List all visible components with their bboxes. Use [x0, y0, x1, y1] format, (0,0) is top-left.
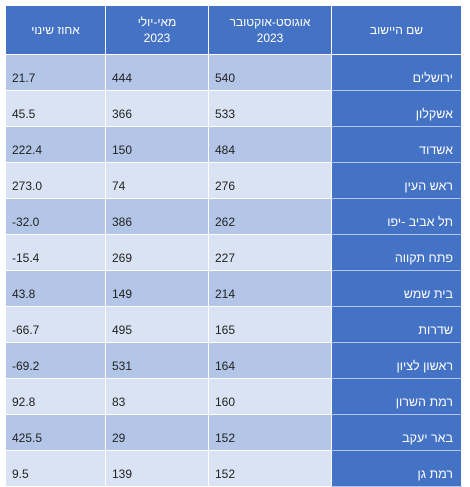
may-jul-value-cell: 150 — [105, 126, 209, 163]
settlement-name-cell: ירושלים — [331, 54, 462, 91]
aug-oct-value-cell: 227 — [208, 234, 332, 271]
settlement-name-cell: פתח תקווה — [331, 234, 462, 271]
aug-oct-value-cell: 165 — [208, 306, 332, 343]
percent-change-cell: -15.4 — [5, 234, 106, 271]
settlement-name-cell: ראשון לציון — [331, 342, 462, 379]
percent-change-cell: 9.5 — [5, 450, 106, 487]
table-body: ירושלים 540 444 21.7 אשקלון 533 366 45.5 אשדוד 48… — [5, 54, 462, 487]
table-row: אשקלון 533 366 45.5 — [5, 90, 462, 127]
percent-change-cell: 425.5 — [5, 414, 106, 451]
percent-change-cell: 21.7 — [5, 54, 106, 91]
table-row: פתח תקווה 227 269 -15.4 — [5, 234, 462, 271]
settlement-name-cell: רמת גן — [331, 450, 462, 487]
data-table-container: שם היישוב אוגוסט-אוקטובר 2023 מאי-יולי 2… — [5, 5, 462, 487]
table-row: תל אביב -יפו 262 386 -32.0 — [5, 198, 462, 235]
aug-oct-value-cell: 152 — [208, 450, 332, 487]
percent-change-cell: 273.0 — [5, 162, 106, 199]
may-jul-value-cell: 386 — [105, 198, 209, 235]
header-may-jul-2023: מאי-יולי 2023 — [105, 5, 209, 55]
may-jul-value-cell: 29 — [105, 414, 209, 451]
settlement-name-cell: אשדוד — [331, 126, 462, 163]
may-jul-value-cell: 83 — [105, 378, 209, 415]
aug-oct-value-cell: 160 — [208, 378, 332, 415]
table-header: שם היישוב אוגוסט-אוקטובר 2023 מאי-יולי 2… — [5, 5, 462, 55]
aug-oct-value-cell: 276 — [208, 162, 332, 199]
settlement-comparison-table: שם היישוב אוגוסט-אוקטובר 2023 מאי-יולי 2… — [5, 5, 462, 487]
aug-oct-value-cell: 484 — [208, 126, 332, 163]
table-row: רמת גן 152 139 9.5 — [5, 450, 462, 487]
percent-change-cell: 45.5 — [5, 90, 106, 127]
table-row: ראש העין 276 74 273.0 — [5, 162, 462, 199]
table-row: ירושלים 540 444 21.7 — [5, 54, 462, 91]
percent-change-cell: 43.8 — [5, 270, 106, 307]
may-jul-value-cell: 74 — [105, 162, 209, 199]
percent-change-cell: 222.4 — [5, 126, 106, 163]
percent-change-cell: 92.8 — [5, 378, 106, 415]
table-row: ראשון לציון 164 531 -69.2 — [5, 342, 462, 379]
aug-oct-value-cell: 164 — [208, 342, 332, 379]
may-jul-value-cell: 149 — [105, 270, 209, 307]
table-row: באר יעקב 152 29 425.5 — [5, 414, 462, 451]
header-aug-oct-2023: אוגוסט-אוקטובר 2023 — [208, 5, 332, 55]
header-percent-change: אחוז שינוי — [5, 5, 106, 55]
may-jul-value-cell: 139 — [105, 450, 209, 487]
aug-oct-value-cell: 262 — [208, 198, 332, 235]
may-jul-value-cell: 269 — [105, 234, 209, 271]
settlement-name-cell: ראש העין — [331, 162, 462, 199]
aug-oct-value-cell: 214 — [208, 270, 332, 307]
aug-oct-value-cell: 533 — [208, 90, 332, 127]
may-jul-value-cell: 531 — [105, 342, 209, 379]
percent-change-cell: -32.0 — [5, 198, 106, 235]
table-row: אשדוד 484 150 222.4 — [5, 126, 462, 163]
header-settlement-name: שם היישוב — [331, 5, 462, 55]
table-row: שדרות 165 495 -66.7 — [5, 306, 462, 343]
may-jul-value-cell: 366 — [105, 90, 209, 127]
settlement-name-cell: אשקלון — [331, 90, 462, 127]
aug-oct-value-cell: 152 — [208, 414, 332, 451]
settlement-name-cell: שדרות — [331, 306, 462, 343]
may-jul-value-cell: 444 — [105, 54, 209, 91]
percent-change-cell: -69.2 — [5, 342, 106, 379]
percent-change-cell: -66.7 — [5, 306, 106, 343]
settlement-name-cell: תל אביב -יפו — [331, 198, 462, 235]
table-row: רמת השרון 160 83 92.8 — [5, 378, 462, 415]
table-row: בית שמש 214 149 43.8 — [5, 270, 462, 307]
header-row: שם היישוב אוגוסט-אוקטובר 2023 מאי-יולי 2… — [5, 5, 462, 55]
aug-oct-value-cell: 540 — [208, 54, 332, 91]
settlement-name-cell: רמת השרון — [331, 378, 462, 415]
settlement-name-cell: באר יעקב — [331, 414, 462, 451]
may-jul-value-cell: 495 — [105, 306, 209, 343]
settlement-name-cell: בית שמש — [331, 270, 462, 307]
